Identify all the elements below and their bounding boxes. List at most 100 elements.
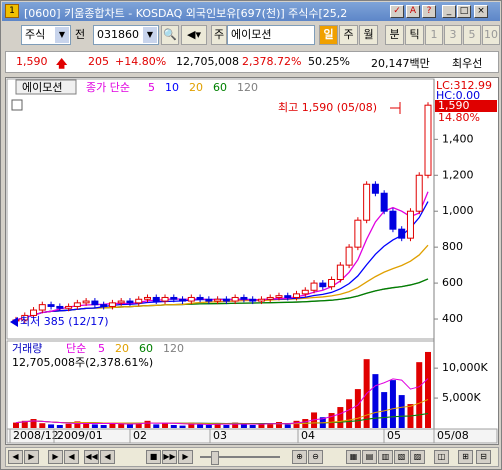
legend-item: 5 (98, 342, 105, 355)
legend-item: 10 (165, 81, 179, 94)
volume-bar (258, 423, 265, 428)
candle (328, 278, 336, 288)
tab (15, 79, 77, 95)
volume-bar (118, 423, 125, 428)
volume-bar (13, 422, 19, 428)
volume-bar (425, 351, 431, 428)
scroll-button[interactable]: ◀◀ (84, 450, 99, 464)
candle (398, 228, 406, 239)
tool-button[interactable]: ▦ (346, 450, 361, 464)
period-button[interactable]: 월 (359, 25, 378, 45)
tool-button[interactable]: ▤ (362, 450, 377, 464)
candle (240, 296, 248, 300)
last-price: 1,590 (438, 99, 470, 112)
scroll-button[interactable]: ■ (146, 450, 161, 464)
change-pct: +14.80% (115, 55, 167, 68)
candle (214, 298, 222, 302)
stock-name: 에이모션 (227, 25, 315, 45)
period-button[interactable]: 주 (339, 25, 358, 45)
quote-bar: 1,590 🡅 205 +14.80% 12,705,008 2,378.72%… (5, 51, 499, 73)
volume-bar (100, 425, 107, 428)
x-tick-label: 02 (133, 429, 147, 442)
candle (301, 289, 309, 295)
volume-bar (135, 422, 142, 428)
x-tick-label: 05/08 (437, 429, 469, 442)
candle (231, 296, 239, 302)
volume-bar (293, 420, 300, 428)
sound-button[interactable]: ◀▾ (181, 25, 207, 45)
period-button[interactable]: 일 (319, 25, 338, 45)
volume-bar (337, 407, 344, 428)
y-tick-label: 600 (442, 276, 463, 289)
search-button[interactable]: 🔍 (161, 25, 179, 45)
tool-button[interactable]: ▨ (410, 450, 425, 464)
candle (354, 219, 362, 248)
candle (310, 282, 318, 291)
minute-button[interactable]: 3 (444, 25, 462, 45)
market-select[interactable]: 주식 ▼ (21, 25, 71, 45)
help-button[interactable]: ? (422, 5, 436, 18)
candle (21, 314, 29, 321)
candle (161, 296, 169, 302)
title-bar: 1 [0600] 키움종합차트 - KOSDAQ 외국인보유[697(천)] 주… (2, 2, 500, 21)
close-button[interactable]: × (474, 5, 488, 18)
prefix-label: 주 (211, 25, 227, 45)
y-tick-label: 1,000 (442, 204, 474, 217)
tool-button[interactable]: ⊖ (308, 450, 323, 464)
scroll-button[interactable]: ◀ (8, 450, 23, 464)
volume-bar (267, 423, 274, 428)
grid-icon (11, 99, 23, 111)
minute-button[interactable]: 5 (463, 25, 481, 45)
volume-bar (205, 425, 212, 428)
tool-button[interactable]: ◫ (434, 450, 449, 464)
volume: 12,705,008 (176, 55, 239, 68)
chart-area: 에이모션 종가 단순 5 10 20 60 120 1,400 1,200 1,000 800 600… (5, 77, 499, 445)
tool-button[interactable]: ⊕ (292, 450, 307, 464)
code-input[interactable]: 031860 ▼ (93, 25, 159, 45)
volume-bar (74, 421, 81, 428)
candle (170, 296, 178, 300)
scroll-button[interactable]: ▶ (24, 450, 39, 464)
tool-button[interactable]: A (406, 5, 420, 18)
volume-ma-label: 단순 (66, 342, 86, 355)
candle (284, 295, 292, 298)
candle (187, 296, 195, 302)
grip (5, 25, 17, 45)
legend-item: 5 (148, 81, 155, 94)
scroll-button[interactable]: ▶ (48, 450, 63, 464)
tool-button[interactable]: ⊟ (476, 450, 491, 464)
app-icon: 1 (5, 4, 19, 18)
ratio: 50.25% (308, 55, 350, 68)
volume-bar (398, 395, 405, 428)
minute-button[interactable]: 1 (425, 25, 443, 45)
volume-bar (372, 374, 379, 428)
low-annotation: 최저 385 (12/17) (20, 315, 109, 328)
scroll-button[interactable]: ◀ (100, 450, 115, 464)
scroll-button[interactable]: ▶ (178, 450, 193, 464)
hc-label: HC:0.00 (436, 89, 480, 102)
minimize-button[interactable]: _ (442, 5, 456, 18)
maximize-button[interactable]: □ (457, 5, 471, 18)
volume-ma (15, 378, 429, 426)
volume-bar (197, 424, 204, 428)
x-tick-label: 03 (213, 429, 227, 442)
candle (117, 300, 125, 304)
amount: 20,147백만 (371, 57, 430, 70)
zoom-thumb[interactable] (211, 451, 219, 465)
tool-button[interactable]: ⊞ (458, 450, 473, 464)
x-tick-label: 2008/12 (13, 429, 59, 442)
tool-button[interactable]: ▧ (394, 450, 409, 464)
scroll-button[interactable]: ◀ (64, 450, 79, 464)
tool-button[interactable]: ✓ (390, 5, 404, 18)
minute-button[interactable]: 10 (482, 25, 500, 45)
prev-label: 전 (75, 28, 86, 41)
candle (47, 304, 55, 307)
candle (275, 295, 283, 298)
y-tick-label: 5,000K (442, 391, 481, 404)
zoom-slider[interactable] (200, 456, 280, 458)
scroll-button[interactable]: ▶▶ (162, 450, 177, 464)
period-button[interactable]: 분 (385, 25, 404, 45)
volume-bar (240, 424, 247, 428)
period-button[interactable]: 틱 (405, 25, 424, 45)
tool-button[interactable]: ▥ (378, 450, 393, 464)
